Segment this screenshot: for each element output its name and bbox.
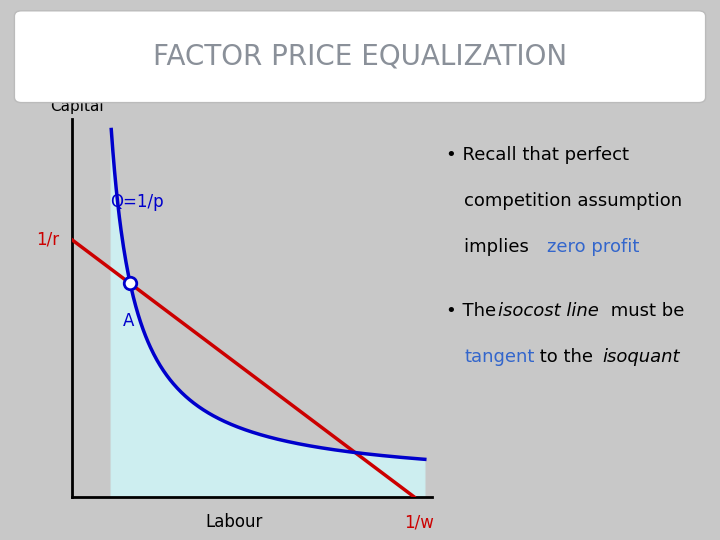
Text: implies: implies <box>464 238 535 255</box>
Text: A: A <box>122 312 134 330</box>
Text: 1/r: 1/r <box>36 231 59 249</box>
Text: to the: to the <box>534 348 599 366</box>
Text: Q=1/p: Q=1/p <box>110 193 163 211</box>
Text: Capital: Capital <box>50 99 104 114</box>
Text: isocost line: isocost line <box>498 302 599 320</box>
Text: Labour: Labour <box>205 513 263 531</box>
Polygon shape <box>112 130 425 497</box>
Text: zero profit: zero profit <box>547 238 639 255</box>
Text: must be: must be <box>605 302 684 320</box>
Text: competition assumption: competition assumption <box>464 192 683 210</box>
Text: FACTOR PRICE EQUALIZATION: FACTOR PRICE EQUALIZATION <box>153 43 567 71</box>
Text: • Recall that perfect: • Recall that perfect <box>446 146 629 164</box>
Text: tangent: tangent <box>464 348 535 366</box>
Text: 1/w: 1/w <box>405 513 434 531</box>
Text: isoquant: isoquant <box>603 348 680 366</box>
Text: • The: • The <box>446 302 503 320</box>
